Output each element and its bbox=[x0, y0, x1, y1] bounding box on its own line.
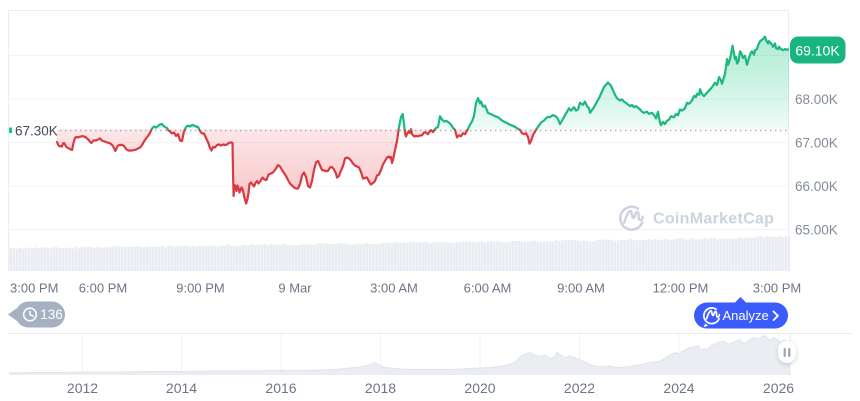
svg-text:9 Mar: 9 Mar bbox=[278, 281, 312, 296]
svg-text:12:00 PM: 12:00 PM bbox=[653, 281, 709, 296]
svg-text:136: 136 bbox=[40, 307, 63, 322]
svg-text:3:00 PM: 3:00 PM bbox=[10, 281, 58, 296]
svg-text:67.30K: 67.30K bbox=[15, 124, 58, 139]
svg-text:2012: 2012 bbox=[67, 380, 98, 396]
svg-text:3:00 AM: 3:00 AM bbox=[370, 281, 418, 296]
svg-text:3:00 PM: 3:00 PM bbox=[753, 281, 801, 296]
svg-text:2018: 2018 bbox=[365, 380, 396, 396]
svg-text:67.00K: 67.00K bbox=[795, 136, 838, 151]
svg-text:2026: 2026 bbox=[763, 380, 794, 396]
svg-text:2014: 2014 bbox=[166, 380, 197, 396]
svg-text:69.10K: 69.10K bbox=[795, 43, 840, 59]
svg-text:2016: 2016 bbox=[265, 380, 296, 396]
svg-text:6:00 AM: 6:00 AM bbox=[464, 281, 512, 296]
svg-text:2022: 2022 bbox=[564, 380, 595, 396]
svg-text:2020: 2020 bbox=[464, 380, 495, 396]
svg-text:6:00 PM: 6:00 PM bbox=[79, 281, 127, 296]
svg-text:CoinMarketCap: CoinMarketCap bbox=[653, 211, 774, 228]
svg-text:9:00 PM: 9:00 PM bbox=[176, 281, 224, 296]
svg-text:68.00K: 68.00K bbox=[795, 92, 838, 107]
svg-text:2024: 2024 bbox=[663, 380, 694, 396]
svg-text:Analyze: Analyze bbox=[723, 308, 769, 323]
svg-text:66.00K: 66.00K bbox=[795, 179, 838, 194]
svg-text:9:00 AM: 9:00 AM bbox=[557, 281, 605, 296]
svg-text:65.00K: 65.00K bbox=[795, 223, 838, 238]
